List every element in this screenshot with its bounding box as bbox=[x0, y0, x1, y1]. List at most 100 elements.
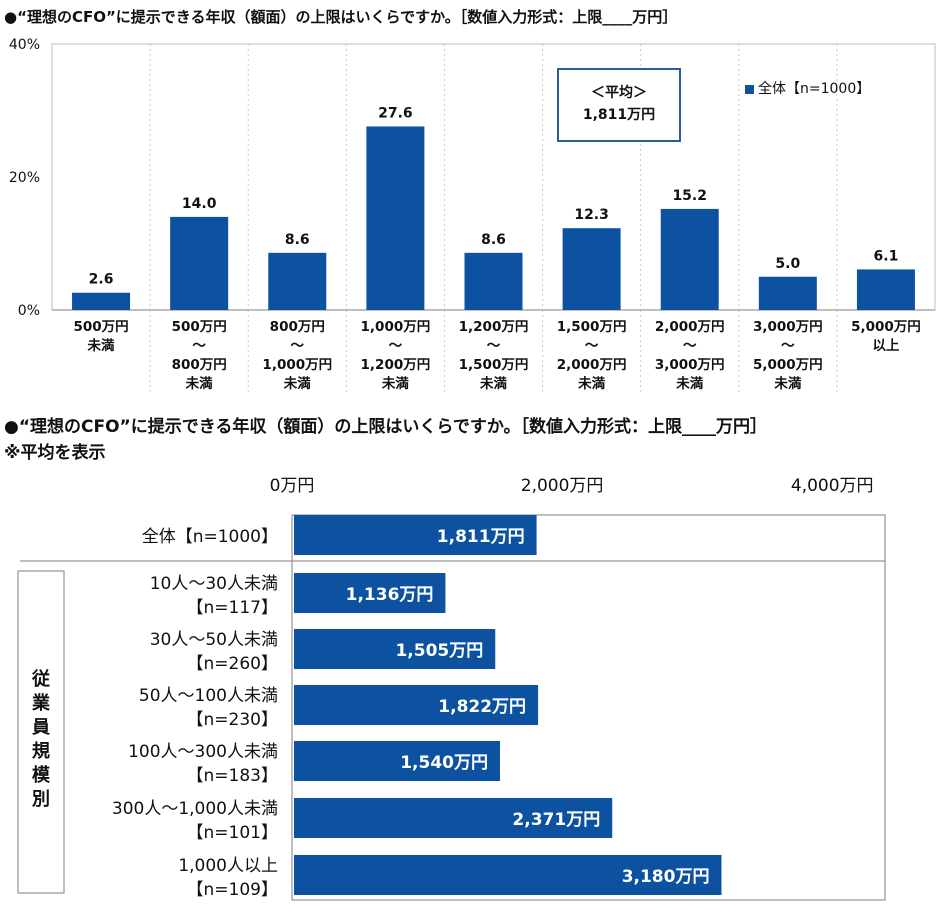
bar-value-label: 8.6 bbox=[285, 232, 310, 248]
category-label: 2,000万円 bbox=[557, 357, 627, 373]
category-label: 〜 bbox=[389, 338, 403, 354]
bar-value-label: 12.3 bbox=[574, 207, 609, 223]
category-label: 〜 bbox=[192, 338, 206, 354]
bar-value-label: 8.6 bbox=[481, 232, 506, 248]
x-tick-label: 4,000万円 bbox=[791, 476, 874, 496]
bar-value-label: 1,505万円 bbox=[395, 641, 483, 661]
category-label: 以上 bbox=[872, 338, 900, 354]
category-label: 2,000万円 bbox=[655, 319, 725, 335]
bar bbox=[294, 515, 537, 555]
bar-value-label: 15.2 bbox=[672, 188, 707, 204]
legend-label: 全体【n=1000】 bbox=[758, 81, 871, 97]
y-tick-label: 20% bbox=[9, 170, 40, 186]
category-label: 500万円 bbox=[73, 319, 128, 335]
bar bbox=[294, 798, 613, 838]
bar bbox=[294, 629, 496, 669]
category-label: 1,000万円 bbox=[262, 357, 332, 373]
category-label: 未満 bbox=[480, 375, 507, 392]
bar-value-label: 1,811万円 bbox=[437, 527, 525, 547]
bar-value-label: 3,180万円 bbox=[622, 867, 710, 887]
group-label-char: 模 bbox=[32, 764, 51, 786]
category-label: 500万円 bbox=[172, 319, 227, 335]
category-label: 3,000万円 bbox=[655, 357, 725, 373]
average-annotation-value: 1,811万円 bbox=[582, 107, 656, 123]
x-tick-label: 0万円 bbox=[270, 476, 315, 496]
bar bbox=[562, 228, 621, 310]
group-label-char: 業 bbox=[31, 692, 51, 714]
category-label: 【n=230】 bbox=[187, 710, 278, 730]
y-tick-label: 40% bbox=[9, 37, 40, 53]
bar bbox=[294, 855, 722, 895]
group-label-char: 員 bbox=[31, 717, 50, 738]
bar-value-label: 2.6 bbox=[89, 272, 114, 288]
category-label: 【n=260】 bbox=[187, 654, 278, 674]
bar-value-label: 6.1 bbox=[874, 248, 899, 264]
category-label: 5,000万円 bbox=[851, 319, 921, 335]
category-label: 〜 bbox=[487, 338, 501, 354]
chart1-svg: 40%20%0%2.6500万円未満14.0500万円〜800万円未満8.680… bbox=[9, 37, 936, 392]
category-label: 未満 bbox=[774, 375, 801, 392]
group-label-char: 従 bbox=[31, 668, 51, 690]
category-label: 未満 bbox=[676, 375, 703, 392]
bar-value-label: 5.0 bbox=[775, 256, 800, 272]
category-label: 1,000人以上 bbox=[178, 856, 278, 876]
legend-swatch bbox=[745, 84, 754, 94]
category-label: 1,200万円 bbox=[361, 357, 431, 373]
category-label: 800万円 bbox=[172, 357, 227, 373]
category-label: 1,000万円 bbox=[361, 319, 431, 335]
category-label: 〜 bbox=[585, 338, 599, 354]
bar-value-label: 27.6 bbox=[378, 105, 413, 121]
bar bbox=[856, 269, 915, 310]
bar bbox=[294, 573, 446, 613]
category-label: 未満 bbox=[284, 375, 311, 392]
category-label: 〜 bbox=[291, 338, 305, 354]
category-label: 300人〜1,000人未満 bbox=[112, 799, 278, 819]
x-tick-label: 2,000万円 bbox=[521, 476, 604, 496]
bar bbox=[294, 741, 500, 781]
bar-value-label: 14.0 bbox=[182, 196, 217, 212]
category-label: 50人〜100人未満 bbox=[139, 686, 278, 706]
y-tick-label: 0% bbox=[18, 303, 40, 319]
category-label: 【n=117】 bbox=[187, 598, 278, 618]
category-label: 10人〜30人未満 bbox=[150, 574, 278, 594]
bar bbox=[660, 208, 719, 310]
category-label: 未満 bbox=[382, 375, 409, 392]
chart1-title: ●“理想のCFO”に提示できる年収（額面）の上限はいくらですか。［数値入力形式：… bbox=[4, 8, 678, 26]
category-label: 【n=109】 bbox=[187, 880, 278, 900]
bar-value-label: 1,136万円 bbox=[346, 585, 434, 605]
category-label: 〜 bbox=[683, 338, 697, 354]
bar bbox=[758, 276, 817, 310]
chart2-title: ●“理想のCFO”に提示できる年収（額面）の上限はいくらですか。［数値入力形式：… bbox=[4, 417, 768, 437]
group-label-char: 規 bbox=[32, 741, 50, 762]
group-label-char: 別 bbox=[32, 789, 50, 810]
category-label: 800万円 bbox=[270, 319, 325, 335]
bar bbox=[268, 252, 327, 310]
category-label: 〜 bbox=[781, 338, 795, 354]
bar bbox=[294, 685, 539, 725]
category-label: 【n=101】 bbox=[187, 823, 278, 843]
chart1-legend: 全体【n=1000】 bbox=[745, 78, 870, 98]
bar bbox=[72, 292, 131, 310]
category-label: 全体【n=1000】 bbox=[142, 527, 278, 547]
category-label: 100人〜300人未満 bbox=[128, 742, 278, 762]
category-label: 【n=183】 bbox=[187, 766, 278, 786]
category-label: 未満 bbox=[88, 337, 115, 354]
bar bbox=[170, 216, 229, 310]
category-label: 1,500万円 bbox=[557, 319, 627, 335]
category-label: 未満 bbox=[578, 375, 606, 392]
plot-area-frame bbox=[291, 514, 886, 901]
category-label: 未満 bbox=[186, 375, 213, 392]
group-bracket bbox=[17, 570, 65, 894]
category-label: 5,000万円 bbox=[753, 357, 823, 373]
category-label: 1,500万円 bbox=[459, 357, 529, 373]
bar-value-label: 2,371万円 bbox=[512, 810, 600, 830]
average-annotation-box: ＜平均＞ 1,811万円 bbox=[557, 68, 681, 142]
category-label: 30人〜50人未満 bbox=[150, 630, 278, 650]
bar bbox=[366, 126, 425, 311]
category-label: 3,000万円 bbox=[753, 319, 823, 335]
chart2-subtitle: ※平均を表示 bbox=[4, 443, 106, 463]
bar-value-label: 1,822万円 bbox=[438, 697, 526, 717]
bar bbox=[464, 252, 523, 310]
category-label: 1,200万円 bbox=[459, 319, 529, 335]
